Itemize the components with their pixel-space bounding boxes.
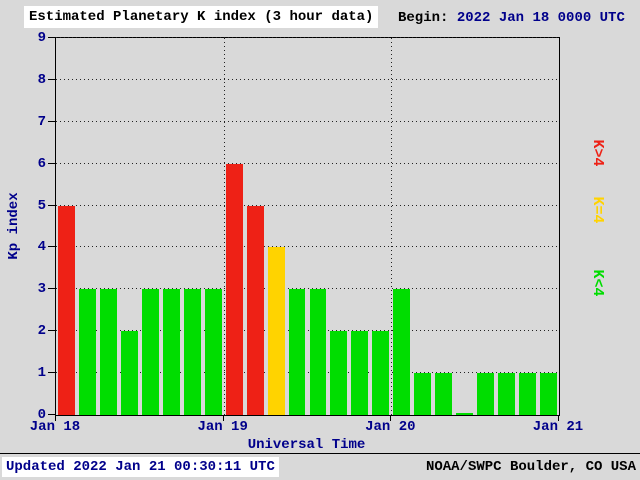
gridline-vertical <box>391 38 393 415</box>
x-axis-tick-label: Jan 21 <box>532 419 584 435</box>
kp-bar <box>351 331 369 415</box>
kp-bar <box>246 205 264 415</box>
x-axis-tick <box>558 416 559 421</box>
x-axis-tick <box>222 416 224 421</box>
kp-bar <box>162 289 180 415</box>
x-axis-tick-label: Jan 19 <box>197 419 248 435</box>
kp-bar <box>78 289 96 415</box>
kp-bar <box>498 373 516 415</box>
kp-bar <box>414 373 432 415</box>
kp-bar <box>99 289 117 415</box>
plot-area <box>55 37 560 416</box>
y-axis-tick-label: 0 <box>37 407 46 423</box>
kp-bar <box>372 331 390 415</box>
gridline-horizontal <box>56 78 559 80</box>
kp-bar <box>204 289 222 415</box>
kp-bar <box>309 289 327 415</box>
y-axis-tick-label: 6 <box>37 155 46 172</box>
kp-bar <box>225 163 243 415</box>
gridline-horizontal <box>56 120 559 122</box>
x-axis-tick-label: Jan 20 <box>365 419 416 435</box>
credit-text: NOAA/SWPC Boulder, CO USA <box>425 459 636 475</box>
gridline-horizontal <box>56 162 559 164</box>
footer-divider <box>0 453 640 454</box>
y-axis-tick <box>48 162 55 164</box>
kp-bar <box>120 331 138 415</box>
begin-label: Begin: <box>398 10 449 26</box>
chart-title: Estimated Planetary K index (3 hour data… <box>24 6 379 28</box>
x-axis-tick-label: Jan 18 <box>29 419 81 435</box>
y-axis-tick <box>48 414 55 415</box>
y-axis-tick-label: 4 <box>37 239 46 256</box>
y-axis-tick <box>48 288 55 290</box>
kp-bar <box>58 205 75 415</box>
kp-bar <box>519 373 537 415</box>
kp-bar <box>540 373 557 415</box>
begin-value: 2022 Jan 18 0000 UTC <box>456 10 625 26</box>
kp-bar <box>435 373 453 415</box>
kp-bar <box>393 289 411 415</box>
x-axis-tick <box>390 416 392 421</box>
y-axis-tick-label: 5 <box>37 197 46 214</box>
gridline-horizontal <box>56 330 559 332</box>
updated-timestamp: Updated 2022 Jan 21 00:30:11 UTC <box>2 457 279 477</box>
kp-bar <box>456 413 474 415</box>
gridline-horizontal <box>56 288 559 290</box>
kp-bar <box>477 373 495 415</box>
gridline-horizontal <box>56 372 559 374</box>
y-axis-tick-label: 8 <box>37 71 46 88</box>
y-axis-tick-label: 9 <box>37 30 46 46</box>
legend-k-equal-4: K=4 <box>589 196 606 224</box>
gridline-vertical <box>223 38 225 415</box>
y-axis-tick <box>48 78 55 80</box>
kp-bar <box>183 289 201 415</box>
y-axis-tick-label: 3 <box>37 281 46 298</box>
y-axis-tick <box>48 246 55 248</box>
kp-bar <box>267 247 285 415</box>
y-axis-tick-label: 2 <box>37 323 46 340</box>
legend-k-above-4: K>4 <box>589 139 606 167</box>
y-axis-tick <box>48 330 55 332</box>
x-axis-tick <box>55 416 56 421</box>
y-axis-tick-label: 1 <box>37 365 46 382</box>
kp-bar <box>141 289 159 415</box>
y-axis-tick <box>48 204 55 206</box>
y-axis-tick <box>48 120 55 122</box>
kp-bar <box>288 289 306 415</box>
gridline-horizontal <box>56 37 559 38</box>
y-axis-tick <box>48 372 55 374</box>
gridline-horizontal <box>56 204 559 206</box>
y-axis-tick-label: 7 <box>37 113 46 130</box>
begin-time: Begin: 2022 Jan 18 0000 UTC <box>398 10 625 26</box>
kp-bar <box>330 331 348 415</box>
legend-k-below-4: K<4 <box>589 269 606 297</box>
x-axis-title: Universal Time <box>247 437 366 453</box>
y-axis-tick <box>48 37 55 38</box>
gridline-horizontal <box>56 246 559 248</box>
